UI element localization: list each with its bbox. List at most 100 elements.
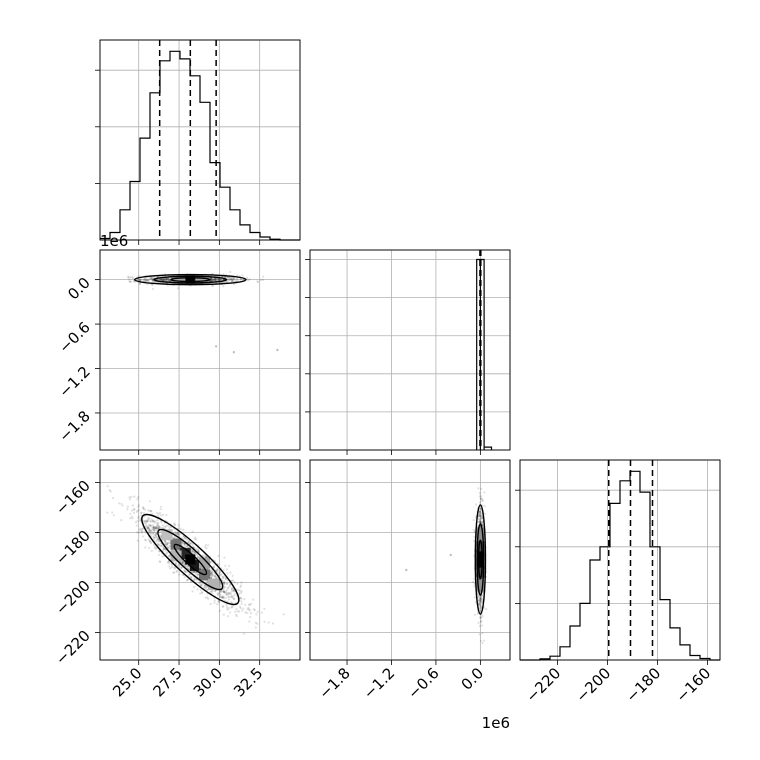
scatter-point bbox=[197, 556, 200, 559]
scatter-point bbox=[200, 584, 203, 587]
scatter-point bbox=[479, 599, 482, 603]
scatter-point bbox=[231, 277, 234, 280]
scatter-point bbox=[147, 538, 150, 541]
scatter-point bbox=[139, 519, 142, 522]
scatter-point bbox=[154, 533, 157, 536]
scatter-point bbox=[191, 590, 194, 593]
ytick-label: −200 bbox=[52, 577, 94, 619]
scatter-point bbox=[129, 280, 132, 283]
scatter-point bbox=[214, 575, 217, 579]
scatter-point bbox=[142, 507, 145, 510]
scatter-point bbox=[161, 555, 164, 558]
scatter-point bbox=[477, 513, 480, 516]
scatter-point bbox=[246, 611, 249, 615]
scatter-point bbox=[219, 594, 222, 597]
scatter-point bbox=[149, 524, 152, 527]
scatter-point bbox=[193, 551, 197, 554]
scatter-point bbox=[194, 571, 197, 574]
scatter-point bbox=[146, 527, 149, 530]
scatter-point bbox=[205, 547, 208, 550]
scatter-point bbox=[210, 590, 213, 593]
scatter-point bbox=[218, 591, 221, 594]
scatter-point bbox=[161, 524, 164, 527]
scatter-point bbox=[106, 511, 109, 514]
ytick-label: −1.2 bbox=[55, 363, 93, 401]
scatter-point bbox=[218, 609, 221, 612]
scatter-point bbox=[128, 498, 132, 501]
scatter-point bbox=[155, 532, 158, 535]
scatter-point bbox=[213, 599, 216, 602]
scatter-point bbox=[479, 604, 483, 607]
scatter-point bbox=[164, 526, 167, 529]
scatter-point bbox=[156, 519, 159, 522]
scatter-point bbox=[188, 542, 191, 545]
scatter-point bbox=[140, 530, 143, 533]
scatter-point bbox=[228, 592, 231, 596]
scatter-point bbox=[160, 526, 163, 529]
scatter-point bbox=[473, 585, 476, 588]
scatter-point bbox=[230, 601, 233, 604]
scatter-point bbox=[221, 596, 224, 599]
scatter-point bbox=[164, 540, 167, 544]
scatter-point bbox=[120, 519, 123, 522]
density-cell bbox=[179, 548, 191, 560]
scatter-point bbox=[196, 553, 199, 556]
scatter-point bbox=[233, 581, 236, 584]
scatter-point bbox=[150, 277, 153, 280]
scatter-point bbox=[143, 278, 146, 281]
scatter-point bbox=[233, 593, 237, 596]
scatter-point bbox=[151, 278, 154, 281]
scatter-point bbox=[162, 278, 165, 281]
scatter-point bbox=[181, 562, 184, 565]
scatter-point bbox=[256, 622, 259, 625]
scatter-point bbox=[137, 505, 140, 508]
scatter-point bbox=[142, 506, 145, 509]
scatter-point bbox=[224, 577, 228, 581]
scatter-point bbox=[167, 278, 170, 281]
scatter-point bbox=[182, 535, 185, 538]
scatter-point bbox=[150, 518, 153, 522]
scatter-point bbox=[183, 544, 186, 547]
scatter-point bbox=[216, 568, 219, 571]
scatter-point bbox=[184, 571, 187, 574]
scatter-point bbox=[157, 553, 161, 557]
scatter-point bbox=[159, 278, 162, 281]
scatter-point bbox=[153, 528, 156, 531]
scatter-point bbox=[150, 528, 153, 531]
scatter-point bbox=[136, 531, 139, 534]
scatter-point bbox=[151, 287, 154, 290]
scatter-point bbox=[165, 551, 169, 554]
scatter-point bbox=[199, 592, 202, 595]
scatter-point bbox=[167, 546, 170, 549]
scatter-point bbox=[204, 596, 207, 599]
scatter-point bbox=[186, 579, 189, 582]
scatter-point bbox=[181, 541, 185, 545]
scatter-point bbox=[209, 602, 212, 606]
scatter-point bbox=[150, 520, 153, 523]
scatter-point bbox=[234, 610, 237, 613]
scatter-point bbox=[230, 595, 233, 598]
scatter-point bbox=[154, 526, 158, 530]
scatter-point bbox=[155, 538, 158, 542]
scatter-point bbox=[231, 279, 234, 282]
scatter-point bbox=[134, 521, 138, 524]
scatter-point bbox=[190, 550, 193, 553]
scatter-point bbox=[240, 590, 243, 593]
scatter-point bbox=[156, 523, 159, 526]
scatter-point bbox=[148, 517, 151, 520]
scatter-point bbox=[473, 596, 477, 599]
scatter-point bbox=[480, 598, 484, 601]
density-cell bbox=[171, 275, 186, 284]
scatter-point bbox=[479, 599, 482, 602]
density-cell bbox=[190, 559, 201, 571]
scatter-point bbox=[154, 526, 157, 530]
scatter-point bbox=[160, 278, 163, 281]
scatter-point bbox=[222, 581, 225, 585]
scatter-point bbox=[151, 512, 154, 515]
offset-label-row1-y: 1e6 bbox=[100, 232, 128, 250]
scatter-point bbox=[92, 278, 94, 280]
scatter-point bbox=[165, 552, 168, 555]
scatter-point bbox=[155, 532, 158, 535]
scatter-point bbox=[177, 533, 180, 536]
scatter-point bbox=[221, 605, 224, 608]
